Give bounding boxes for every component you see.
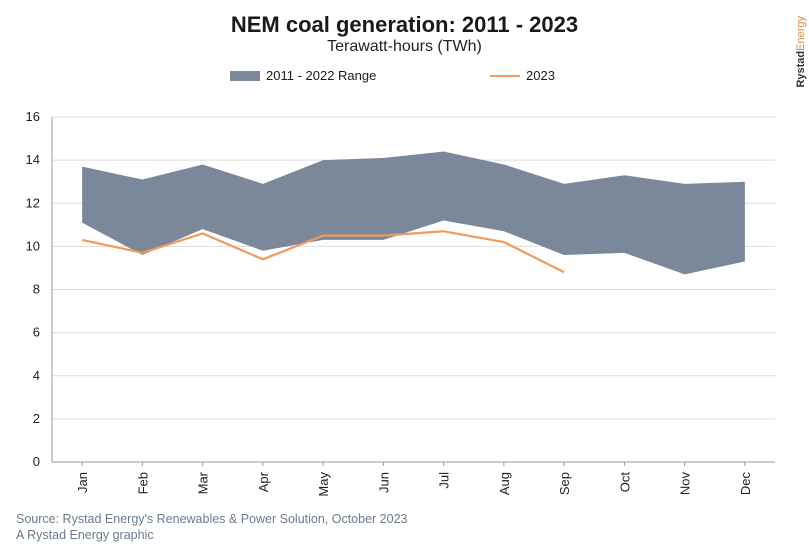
series-line-2023 xyxy=(81,230,565,274)
chart-title: NEM coal generation: 2011 - 2023 xyxy=(230,12,579,37)
legend-swatch-2023 xyxy=(490,74,520,77)
legend-label-2023: 2023 xyxy=(526,68,555,83)
x-tick-label: Oct xyxy=(617,472,632,493)
x-tick-label: Feb xyxy=(135,472,150,494)
source-note: Source: Rystad Energy's Renewables & Pow… xyxy=(16,512,408,526)
legend-item-range: 2011 - 2022 Range xyxy=(230,68,376,83)
x-tick-label: Aug xyxy=(497,472,512,495)
y-tick-label: 4 xyxy=(33,368,40,383)
x-tick-label: Jul xyxy=(437,472,452,489)
x-tick-label: May xyxy=(316,472,331,497)
brand-logo-part: Energy xyxy=(795,16,807,51)
x-tick-label: Sep xyxy=(557,472,572,495)
credit-note: A Rystad Energy graphic xyxy=(16,528,154,542)
y-tick-label: 14 xyxy=(26,152,40,167)
y-tick-label: 2 xyxy=(33,411,40,426)
brand-logo-part: Rystad xyxy=(795,50,807,88)
y-tick-label: 16 xyxy=(26,109,40,124)
legend-item-2023: 2023 xyxy=(490,68,555,83)
x-tick-label: Dec xyxy=(738,472,753,496)
x-tick-label: Nov xyxy=(678,472,693,496)
x-tick-label: Jan xyxy=(75,472,90,493)
y-tick-label: 0 xyxy=(33,454,40,469)
y-tick-label: 8 xyxy=(33,282,40,297)
range-area-2011-2022 xyxy=(82,151,745,275)
chart-subtitle: Terawatt-hours (TWh) xyxy=(327,38,482,55)
y-tick-label: 10 xyxy=(26,238,40,253)
x-tick-label: Jun xyxy=(376,472,391,493)
brand-logo: RystadEnergy xyxy=(795,16,807,88)
x-tick-label: Apr xyxy=(256,471,271,492)
x-tick-label: Mar xyxy=(196,471,211,494)
y-tick-label: 12 xyxy=(26,195,40,210)
y-tick-label: 6 xyxy=(33,325,40,340)
legend-swatch-range xyxy=(230,70,260,81)
legend-label-range: 2011 - 2022 Range xyxy=(266,68,377,83)
